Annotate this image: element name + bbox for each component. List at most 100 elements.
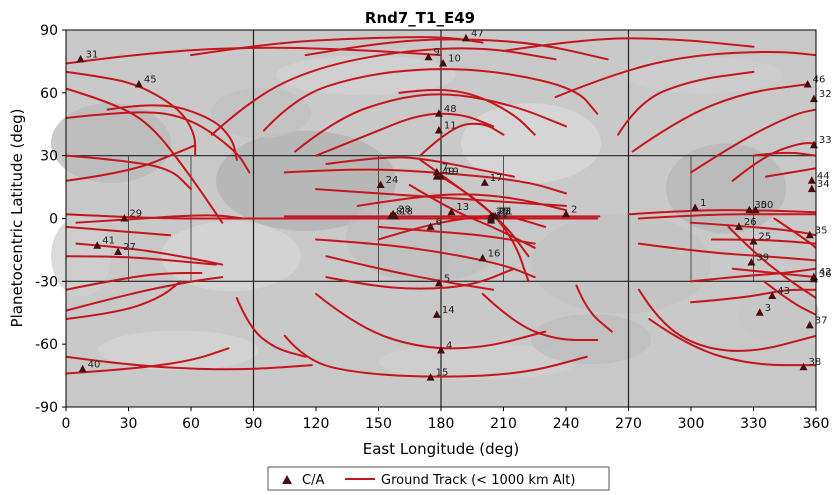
ca-point-label: 40: [88, 359, 101, 370]
x-tick-label: 330: [740, 416, 767, 432]
ca-marker: [734, 222, 743, 230]
ca-point-label: 33: [819, 135, 832, 146]
ground-track: [575, 284, 613, 333]
y-tick-label: 60: [40, 86, 58, 102]
ca-marker: [749, 237, 758, 245]
ca-point-label: 41: [102, 236, 115, 247]
ground-track: [66, 255, 217, 266]
ground-track: [731, 142, 816, 182]
ca-marker: [376, 180, 385, 188]
minor-grid-box: [690, 155, 754, 282]
ca-point-label: 23: [498, 206, 511, 217]
ground-track: [315, 188, 567, 207]
ca-point-label: 24: [386, 175, 399, 186]
ca-marker: [799, 362, 808, 371]
ca-marker: [434, 109, 443, 117]
ca-marker: [78, 364, 87, 373]
map-shade-4: [461, 103, 601, 184]
ground-track: [752, 151, 816, 157]
ca-marker: [439, 59, 448, 67]
ca-marker: [807, 184, 816, 193]
x-tick-label: 360: [803, 416, 830, 432]
ground-track: [262, 68, 599, 132]
ground-track: [325, 255, 495, 291]
ca-point-label: 6: [436, 217, 442, 228]
ca-point-label: 12: [496, 211, 509, 222]
ca-point-label: 36: [819, 269, 832, 280]
ca-point-label: 8: [396, 206, 402, 217]
y-tick-label: 30: [40, 149, 58, 165]
ground-track: [66, 111, 251, 174]
ground-track: [502, 37, 755, 52]
ca-point-label: 27: [123, 242, 136, 253]
ca-point-label: 32: [819, 89, 832, 100]
ca-point-label: 35: [815, 225, 828, 236]
ground-track: [66, 70, 197, 157]
ground-tracks: [66, 36, 816, 378]
ground-track: [627, 209, 816, 216]
ca-point-label: 47: [471, 28, 484, 39]
x-tick-label: 90: [245, 416, 263, 432]
ground-track: [325, 156, 515, 178]
ground-track: [631, 83, 807, 153]
ca-point-label: 45: [144, 74, 157, 85]
chart-title: Rnd7_T1_E49: [365, 9, 475, 27]
x-tick-label: 30: [120, 416, 138, 432]
ca-marker: [755, 308, 764, 316]
x-tick-label: 210: [490, 416, 517, 432]
y-tick-label: -30: [35, 274, 58, 290]
ca-marker: [805, 320, 814, 329]
ground-track: [637, 242, 816, 262]
ca-point-label: 44: [817, 171, 830, 182]
ground-track: [398, 89, 536, 136]
ca-marker: [432, 172, 441, 180]
ground-track: [66, 225, 172, 237]
x-tick-label: 120: [303, 416, 330, 432]
ground-track: [765, 167, 816, 178]
ca-marker: [426, 373, 435, 381]
ca-marker: [434, 126, 443, 134]
ground-track: [377, 214, 547, 241]
legend-box: [267, 466, 610, 491]
ca-marker: [751, 205, 760, 214]
ground-track: [690, 288, 816, 304]
ca-point-label: 20: [496, 206, 509, 217]
ca-point-label: 42: [819, 267, 832, 278]
ca-marker: [691, 203, 700, 212]
ground-track: [315, 238, 536, 279]
ground-track: [66, 276, 224, 312]
ca-point-label: 22: [496, 209, 509, 220]
ca-point-label: 9: [434, 47, 440, 58]
ground-track: [554, 50, 816, 99]
ca-marker: [478, 253, 487, 262]
ca-points: 1234567891011121314151617181920212223242…: [76, 28, 832, 381]
ground-track: [690, 221, 816, 237]
ground-track: [731, 267, 816, 279]
ground-track: [66, 46, 442, 65]
ground-track: [637, 213, 816, 220]
ground-track: [304, 38, 609, 61]
ca-point-label: 14: [442, 305, 455, 316]
ca-point-label: 38: [809, 357, 822, 368]
ground-track: [106, 104, 238, 161]
map-shade-0: [51, 103, 171, 184]
ground-track: [66, 271, 203, 291]
ca-point-label: 16: [488, 248, 501, 259]
ground-track: [408, 183, 536, 249]
ground-track: [190, 36, 484, 57]
axis-ticks: 0 30 60 90 120 150 180 210 240 270 300 330 360-90-60…: [35, 23, 829, 432]
ground-track: [762, 280, 816, 316]
ground-track: [710, 238, 816, 245]
ground-track: [315, 112, 495, 157]
ca-marker: [120, 214, 129, 222]
ground-track: [690, 267, 816, 283]
ca-marker: [805, 230, 814, 239]
ca-point-label: 49: [442, 167, 455, 178]
ca-point-label: 29: [129, 209, 142, 220]
ca-marker: [768, 291, 777, 299]
ground-track: [66, 154, 192, 191]
ca-point-label: 11: [444, 121, 457, 132]
ground-track: [66, 144, 197, 182]
